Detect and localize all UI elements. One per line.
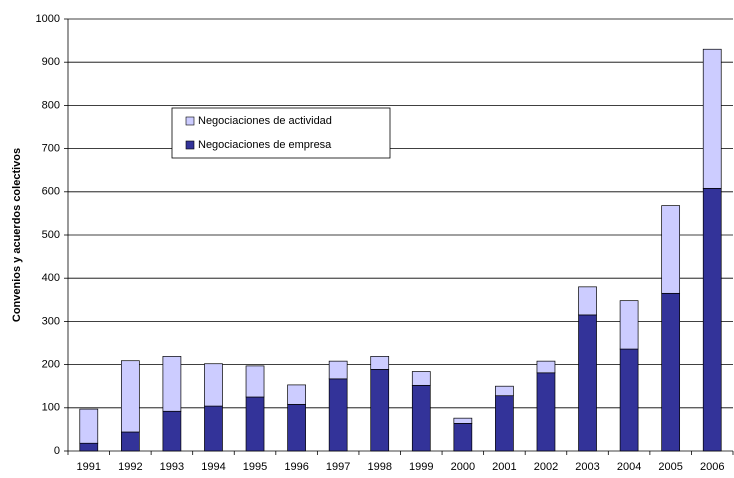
- y-tick-label: 800: [42, 99, 60, 111]
- y-tick-label: 500: [42, 229, 60, 241]
- bar-segment: [79, 442, 99, 452]
- bar-segment: [287, 403, 306, 452]
- bar-segment: [536, 372, 556, 452]
- x-tick-label: 1994: [201, 461, 225, 473]
- x-tick-label: 1997: [326, 461, 350, 473]
- x-tick-label: 2001: [492, 461, 516, 473]
- bar-segment: [702, 48, 722, 189]
- bar-segment: [162, 410, 182, 452]
- bar-segment: [619, 300, 639, 350]
- legend-label: Negociaciones de empresa: [198, 139, 332, 151]
- x-tick-label: 1992: [118, 461, 142, 473]
- bar-segment: [453, 423, 473, 452]
- x-tick-label: 1993: [160, 461, 184, 473]
- bar-segment: [79, 408, 99, 444]
- y-tick-label: 1000: [36, 13, 60, 25]
- bar-segment: [120, 431, 140, 452]
- bar-segment: [245, 396, 265, 452]
- bar-segment: [702, 187, 722, 452]
- bar-segment: [204, 405, 223, 452]
- x-tick-label: 1995: [243, 461, 267, 473]
- x-tick-label: 1998: [367, 461, 391, 473]
- x-tick-label: 2002: [534, 461, 558, 473]
- legend-swatch: [185, 140, 195, 150]
- bar-segment: [245, 365, 265, 398]
- y-tick-label: 400: [42, 272, 60, 284]
- bar-segment: [120, 360, 140, 433]
- bar-segment: [370, 356, 390, 370]
- bar-segment: [287, 384, 306, 405]
- y-tick-label: 600: [42, 186, 60, 198]
- y-axis-title: Convenios y acuerdos colectivos: [11, 148, 23, 322]
- x-tick-label: 2006: [700, 461, 724, 473]
- x-tick-label: 2004: [617, 461, 641, 473]
- bar-segment: [578, 314, 597, 452]
- y-tick-label: 200: [42, 359, 60, 371]
- legend-swatch: [185, 116, 195, 126]
- legend-label: Negociaciones de actividad: [198, 115, 332, 127]
- bar-segment: [495, 395, 514, 452]
- y-tick-label: 900: [42, 56, 60, 68]
- bar-segment: [661, 292, 681, 452]
- bar-segment: [162, 356, 182, 412]
- x-tick-label: 1999: [409, 461, 433, 473]
- bar-segment: [453, 417, 473, 424]
- bar-segment: [536, 360, 556, 374]
- x-tick-label: 1996: [284, 461, 308, 473]
- bar-segment: [619, 348, 639, 452]
- x-tick-label: 2003: [575, 461, 599, 473]
- x-tick-label: 2005: [658, 461, 682, 473]
- legend-box: [171, 107, 391, 159]
- x-tick-label: 1991: [77, 461, 101, 473]
- bar-segment: [495, 385, 514, 397]
- y-tick-label: 700: [42, 143, 60, 155]
- bar-segment: [661, 205, 681, 294]
- bar-segment: [411, 371, 431, 386]
- bar-segment: [204, 363, 223, 407]
- bar-segment: [411, 384, 431, 452]
- bar-segment: [328, 378, 348, 452]
- y-tick-label: 100: [42, 402, 60, 414]
- y-tick-label: 300: [42, 315, 60, 327]
- bar-segment: [370, 369, 390, 452]
- x-tick-label: 2000: [451, 461, 475, 473]
- y-tick-label: 0: [54, 445, 60, 457]
- bar-segment: [328, 360, 348, 380]
- bar-segment: [578, 286, 597, 316]
